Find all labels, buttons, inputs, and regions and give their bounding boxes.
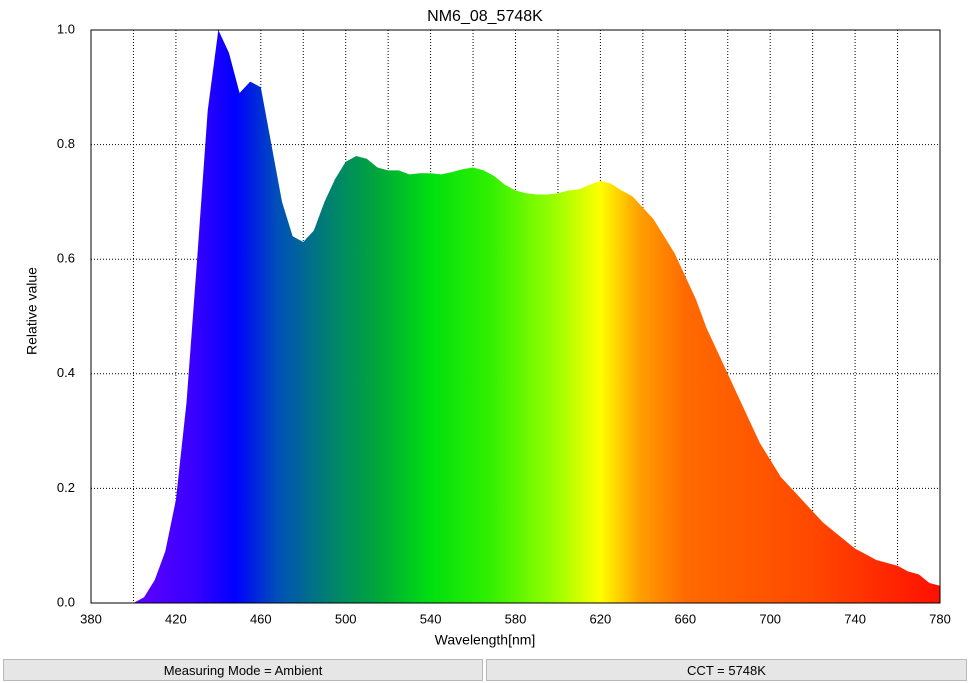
status-cct: CCT = 5748K: [486, 659, 967, 681]
x-tick-label: 500: [335, 611, 357, 626]
y-tick-label: 0.4: [57, 365, 75, 380]
x-tick-label: 540: [420, 611, 442, 626]
y-tick-label: 0.0: [57, 594, 75, 609]
chart-title: NM6_08_5748K: [427, 8, 543, 25]
x-tick-label: 580: [505, 611, 527, 626]
x-axis-label: Wavelength[nm]: [435, 632, 536, 648]
x-tick-label: 740: [844, 611, 866, 626]
x-tick-label: 700: [759, 611, 781, 626]
x-tick-label: 420: [165, 611, 187, 626]
chart: NM6_08_5748K Wavelength[nm] Relative val…: [24, 8, 951, 648]
x-tick-label: 780: [929, 611, 951, 626]
y-tick-label: 0.6: [57, 251, 75, 266]
y-tick-label: 0.2: [57, 480, 75, 495]
y-tick-label: 1.0: [57, 21, 75, 36]
y-tick-label: 0.8: [57, 136, 75, 151]
x-tick-label: 660: [674, 611, 696, 626]
plot-frame: [90, 29, 941, 604]
marks: [91, 30, 940, 603]
spectrum-area: [91, 30, 940, 603]
x-tick-label: 380: [80, 611, 102, 626]
status-mode: Measuring Mode = Ambient: [3, 659, 483, 681]
y-axis-label: Relative value: [24, 267, 40, 355]
x-tick-label: 460: [250, 611, 272, 626]
x-tick-label: 620: [590, 611, 612, 626]
